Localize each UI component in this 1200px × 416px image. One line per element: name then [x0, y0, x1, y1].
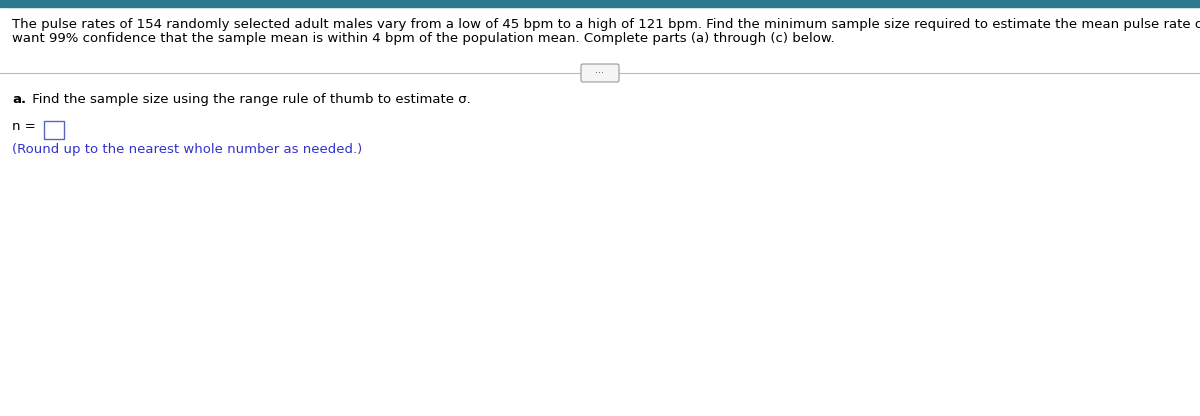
FancyBboxPatch shape — [581, 64, 619, 82]
Bar — [44, 121, 64, 139]
Text: (Round up to the nearest whole number as needed.): (Round up to the nearest whole number as… — [12, 143, 362, 156]
Text: n =: n = — [12, 120, 36, 133]
Bar — [0, 0, 1200, 7]
Text: want 99% confidence that the sample mean is within 4 bpm of the population mean.: want 99% confidence that the sample mean… — [12, 32, 835, 45]
Text: Find the sample size using the range rule of thumb to estimate σ.: Find the sample size using the range rul… — [28, 93, 470, 106]
Text: The pulse rates of 154 randomly selected adult males vary from a low of 45 bpm t: The pulse rates of 154 randomly selected… — [12, 18, 1200, 31]
Text: a.: a. — [12, 93, 26, 106]
Text: ···: ··· — [595, 68, 605, 78]
